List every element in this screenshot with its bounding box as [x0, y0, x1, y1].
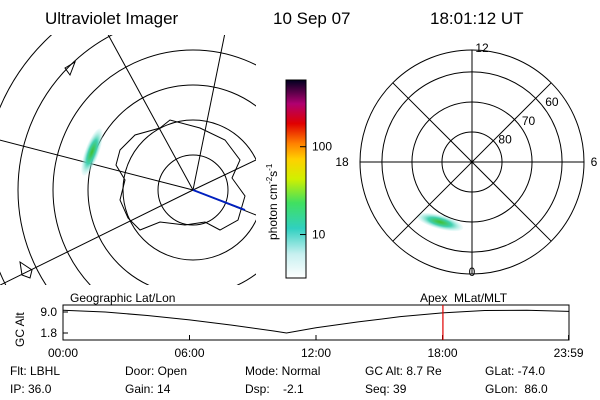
info-field: Seq: 39 [365, 382, 407, 396]
lat-ring [411, 101, 533, 223]
info-field: GC Alt: 8.7 Re [365, 364, 442, 378]
x-tick-label: 06:00 [174, 346, 204, 360]
y-tick-label: 1.8 [40, 326, 57, 340]
altitude-line [62, 309, 569, 334]
unit: photon cm [266, 184, 280, 240]
time: 18:01:12 UT [430, 9, 524, 28]
info-field: Dsp: -2.1 [245, 382, 304, 396]
right-label: Apex MLat/MLT [420, 291, 508, 305]
unit: s [266, 171, 280, 177]
lat-ring [441, 131, 503, 193]
info-field: Gain: 14 [125, 382, 171, 396]
mlt-label: 6 [591, 155, 598, 169]
altitude-panel: Geographic Lat/Lon Apex MLat/MLT GC Alt 9.0… [13, 291, 584, 360]
lat-label: 60 [545, 95, 559, 109]
lat-label: 80 [498, 132, 512, 146]
info-field: GLat: -74.0 [485, 364, 545, 378]
x-tick-label: 12:00 [301, 346, 331, 360]
info-field: GLon: 86.0 [485, 382, 548, 396]
y-axis-label: GC Alt [13, 312, 27, 347]
info-panel: Flt: LBHL Door: Open Mode: Normal GC Alt: 8… [10, 364, 548, 396]
date: 10 Sep 07 [273, 9, 351, 28]
x-tick-label: 00:00 [48, 346, 78, 360]
mlt-label: 12 [475, 41, 489, 55]
colorbar-tick-label: 100 [312, 140, 332, 154]
y-tick-label: 9.0 [40, 305, 57, 319]
info-field: Mode: Normal [245, 364, 320, 378]
info-field: Flt: LBHL [10, 364, 60, 378]
mlt-label: 0 [469, 265, 476, 279]
title: Ultraviolet Imager [45, 9, 179, 28]
mlt-line [392, 82, 552, 242]
x-tick-label: 23:59 [554, 346, 584, 360]
info-field: IP: 36.0 [10, 382, 52, 396]
colorbar [285, 79, 307, 279]
exponent: -1 [265, 163, 274, 171]
lat-label: 70 [522, 114, 536, 128]
colorbar-tick-label: 10 [312, 228, 326, 242]
lat-ring [381, 71, 563, 253]
mlt-label: 18 [335, 155, 349, 169]
colorbar-label: photon cm-2s-1 [265, 163, 280, 240]
info-field: Door: Open [125, 364, 187, 378]
left-label: Geographic Lat/Lon [70, 291, 175, 305]
exponent: -2 [265, 176, 274, 184]
geo-map [0, 35, 256, 285]
x-tick-label: 18:00 [427, 346, 457, 360]
